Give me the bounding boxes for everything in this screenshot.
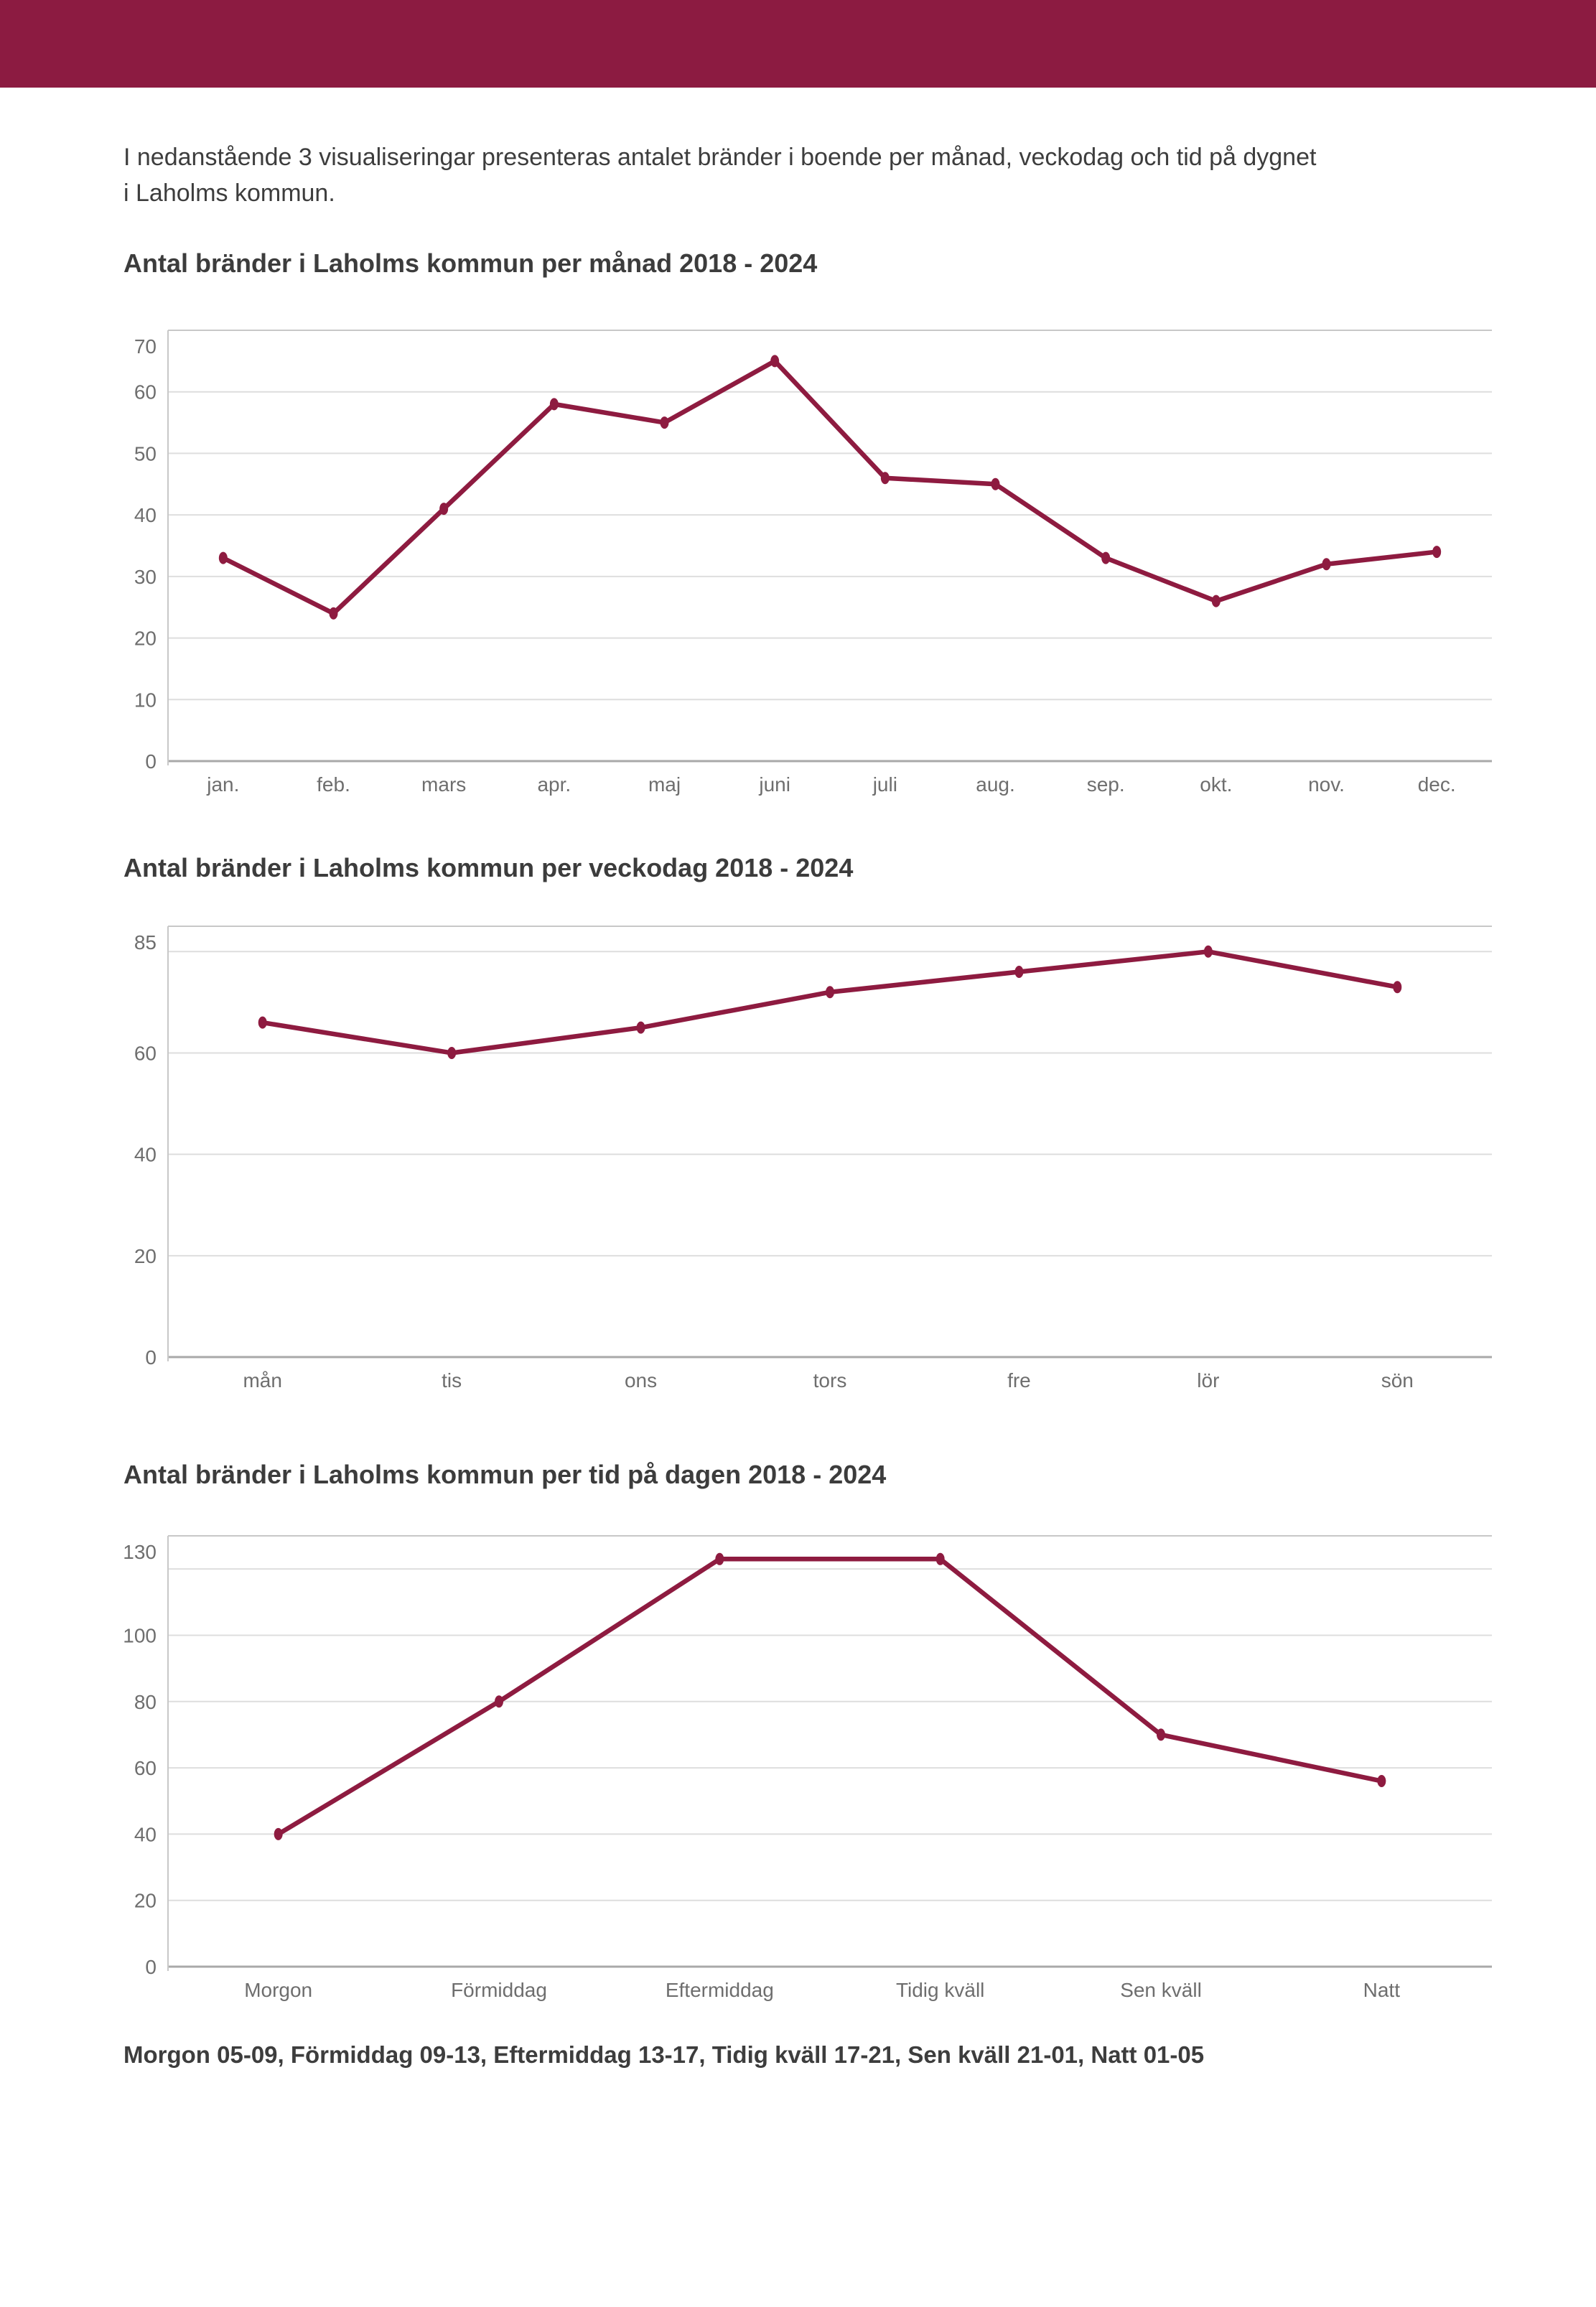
data-point [660,416,669,429]
x-tick-label: jan. [206,773,239,796]
data-point [1432,546,1442,559]
y-tick-label: 0 [145,1956,157,1978]
data-point [495,1695,503,1708]
data-point [274,1827,283,1840]
data-point [636,1021,645,1034]
x-tick-label: juli [872,773,897,796]
data-point [991,477,1000,490]
y-tick-label: 85 [134,931,157,954]
line-series [276,1557,1384,1837]
y-tick-label: 10 [134,689,157,711]
data-point [715,1552,724,1565]
y-tick-label: 60 [134,1042,157,1064]
x-tick-label: sep. [1087,773,1125,796]
y-tick-label: 0 [145,750,157,773]
x-tick-label: feb. [317,773,350,796]
time-of-day-fires-line-chart: 130 100 80 60 40 20 0 Morgon Förmiddag Eftermidda… [123,1535,1492,2001]
data-point [1393,981,1402,994]
data-point [1157,1728,1165,1741]
intro-line: I nedanstående 3 visualiseringar present… [123,144,1317,171]
x-tick-label: ons [625,1369,657,1392]
data-point [218,551,228,564]
x-tick-label: tors [813,1369,847,1392]
y-tick-label: 50 [134,442,157,465]
y-tick-label: 20 [134,628,157,650]
data-point [447,1046,457,1059]
y-tick-label: 60 [134,381,157,404]
data-point [1322,558,1331,571]
y-tick-label: 20 [134,1245,157,1267]
intro-line: i Laholms kommun. [123,180,335,207]
y-tick-label: 0 [145,1346,157,1369]
x-tick-label: maj [648,773,681,796]
x-tick-label: mån [243,1369,281,1392]
y-tick-label: 40 [134,504,157,526]
chart-title-time-of-day: Antal bränder i Laholms kommun per tid p… [123,1460,887,1489]
data-point [1377,1775,1386,1788]
chart-title-weekday: Antal bränder i Laholms kommun per vecko… [123,853,854,882]
x-tick-label: Förmiddag [451,1979,547,2001]
x-tick-label: fre [1007,1369,1031,1392]
x-tick-label: okt. [1200,773,1232,796]
x-tick-label: Sen kväll [1120,1979,1202,2001]
intro-text: I nedanstående 3 visualiseringar present… [123,139,1502,211]
data-point [1101,551,1111,564]
y-tick-label: 20 [134,1890,157,1912]
data-point [1211,595,1221,607]
y-tick-label: 100 [123,1624,157,1646]
data-point [549,398,559,411]
data-point [1203,945,1213,958]
y-tick-label: 70 [134,335,157,358]
data-point [770,355,780,368]
x-tick-label: nov. [1308,773,1345,796]
y-tick-label: 30 [134,566,157,588]
data-point [258,1016,267,1029]
monthly-fires-line-chart: 70 60 50 40 30 20 10 0 jan. feb. mars apr. maj juni ju… [134,330,1492,796]
data-point [1014,966,1024,979]
header-band [0,0,1596,88]
x-tick-label: dec. [1418,773,1456,796]
x-tick-label: sön [1381,1369,1414,1392]
y-tick-label: 80 [134,1691,157,1713]
chart-title-monthly: Antal bränder i Laholms kommun per månad… [123,248,818,278]
x-tick-label: juni [758,773,790,796]
x-tick-label: Tidig kväll [896,1979,984,2001]
y-tick-label: 60 [134,1757,157,1779]
data-point [826,986,834,999]
weekday-fires-line-chart: 85 60 40 20 0 mån tis ons tors fre lör sön [134,926,1492,1392]
x-tick-label: mars [421,773,466,796]
time-ranges-footnote: Morgon 05-09, Förmiddag 09-13, Eftermidd… [123,2041,1205,2068]
x-tick-label: lör [1197,1369,1219,1392]
x-tick-label: aug. [976,773,1015,796]
x-tick-label: apr. [537,773,571,796]
x-tick-label: Eftermiddag [666,1979,774,2001]
x-tick-label: Morgon [244,1979,312,2001]
report-body: I nedanstående 3 visualiseringar present… [123,139,1502,2069]
y-tick-label: 40 [134,1144,157,1166]
x-tick-label: Natt [1363,1979,1401,2001]
line-series [260,949,1400,1055]
line-series [220,358,1439,616]
y-tick-label: 130 [123,1541,157,1563]
data-point [329,607,338,620]
data-point [439,503,449,516]
data-point [935,1552,945,1565]
x-tick-label: tis [442,1369,462,1392]
data-point [880,472,890,485]
y-tick-label: 40 [134,1823,157,1845]
